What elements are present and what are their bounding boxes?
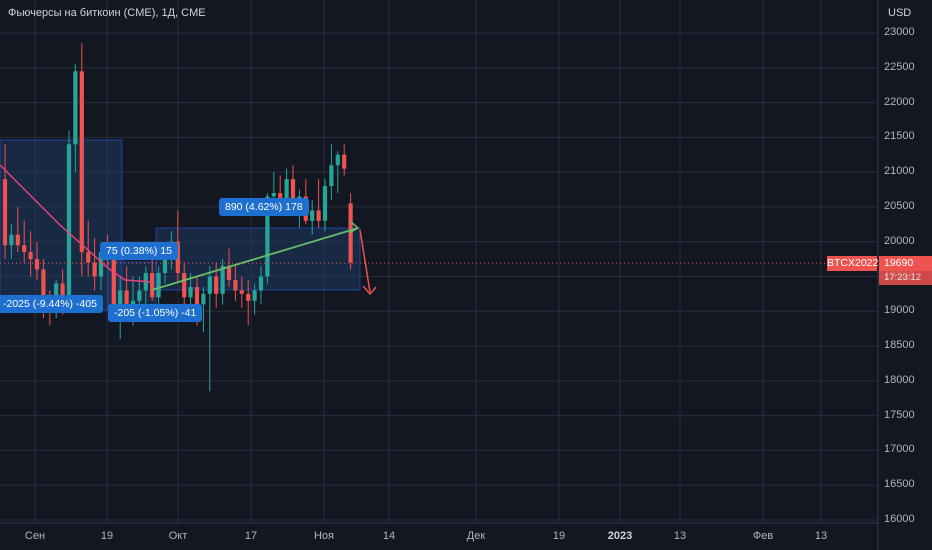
candle-body (284, 179, 289, 204)
y-tick-label: 16000 (884, 513, 915, 525)
y-tick-label: 17500 (884, 408, 915, 421)
candle-body (73, 71, 78, 145)
candle-body (246, 293, 251, 301)
candle-body (92, 262, 97, 277)
trend-line-green (151, 227, 359, 291)
trend-arrow-head (348, 221, 360, 234)
candle-body (182, 273, 187, 298)
candle-body (233, 279, 238, 291)
x-tick-label: Окт (168, 530, 188, 542)
candle-body (137, 290, 142, 301)
candle-body (28, 252, 33, 260)
candle-body (118, 290, 123, 312)
candle-body (310, 210, 315, 221)
candle-body (214, 276, 219, 294)
candle-body (335, 154, 340, 166)
x-tick-label: Сен (24, 530, 46, 542)
y-tick-label: 18500 (884, 339, 915, 352)
x-tick-label: 13 (673, 530, 687, 542)
candle-body (98, 252, 104, 277)
candle-body (15, 234, 20, 246)
trend-line-pink (0, 164, 153, 283)
countdown-tag: 17:23:12 (879, 271, 932, 285)
measure-badge-2[interactable]: 75 (0.38%) 15 (100, 242, 178, 260)
y-tick-label: 22500 (884, 60, 915, 73)
candle-body (162, 259, 168, 274)
currency-label: USD (888, 7, 912, 19)
measure-badge-4[interactable]: 890 (4.62%) 178 (219, 198, 309, 216)
candle-body (342, 154, 347, 169)
x-tick-label: Дек (466, 530, 486, 542)
candle-body (329, 165, 334, 187)
x-tick-label: Фев (752, 530, 774, 542)
x-tick-label: 2023 (607, 530, 633, 542)
y-tick-label: 16500 (884, 478, 915, 491)
forecast-arrow-head (362, 285, 377, 296)
y-tick-label: 23000 (884, 26, 915, 38)
measure-badge-3[interactable]: -205 (-1.05%) -41 (108, 304, 203, 322)
candle-body (194, 286, 200, 305)
candle-body (271, 193, 276, 197)
chart-title: Фьючерсы на биткоин (CME), 1Д, CME (8, 7, 206, 19)
candle-body (2, 179, 8, 246)
candle-body (41, 269, 46, 308)
candle-body (226, 266, 232, 280)
last-price-tag: 19690 (879, 256, 932, 271)
candle-body (220, 266, 225, 294)
candle-body (322, 186, 328, 221)
x-tick-label: Ноя (313, 530, 335, 542)
candle-body (156, 273, 161, 298)
candle-body (201, 293, 206, 305)
candle-body (86, 252, 91, 263)
y-tick-label: 20000 (884, 234, 915, 247)
candle-body (348, 203, 353, 263)
y-tick-label: 22000 (884, 95, 915, 108)
candle-body (34, 259, 40, 270)
candle-body (66, 144, 72, 298)
measure-badge-1[interactable]: -2025 (-9.44%) -405 (0, 295, 103, 313)
x-tick-label: 19 (552, 530, 566, 542)
candle-body (265, 196, 270, 277)
candle-body (316, 210, 321, 221)
y-tick-label: 19000 (884, 304, 915, 317)
x-tick-label: 19 (100, 530, 114, 542)
y-tick-label: 20500 (884, 199, 915, 212)
candle-body (150, 273, 155, 298)
candle-body (258, 276, 264, 291)
candle-body (9, 234, 14, 246)
x-tick-label: 14 (382, 530, 396, 542)
y-tick-label: 17000 (884, 443, 915, 456)
symbol-tag: BTCX2022 (827, 256, 879, 271)
candle-body (188, 286, 193, 298)
forecast-line (359, 229, 371, 293)
y-tick-label: 18000 (884, 373, 915, 386)
y-tick-label: 21000 (884, 165, 915, 178)
candle-body (252, 290, 257, 301)
candle-body (124, 290, 129, 305)
y-tick-label: 21500 (884, 130, 915, 143)
candle-body (239, 290, 244, 294)
x-tick-label: 17 (244, 530, 258, 542)
candle-body (207, 276, 212, 294)
x-tick-label: 13 (814, 530, 828, 542)
candle-body (290, 179, 296, 211)
candle-body (130, 300, 136, 305)
candle-body (22, 245, 27, 253)
candle-body (60, 283, 65, 298)
candle-body (111, 255, 116, 312)
candle-body (79, 71, 84, 253)
